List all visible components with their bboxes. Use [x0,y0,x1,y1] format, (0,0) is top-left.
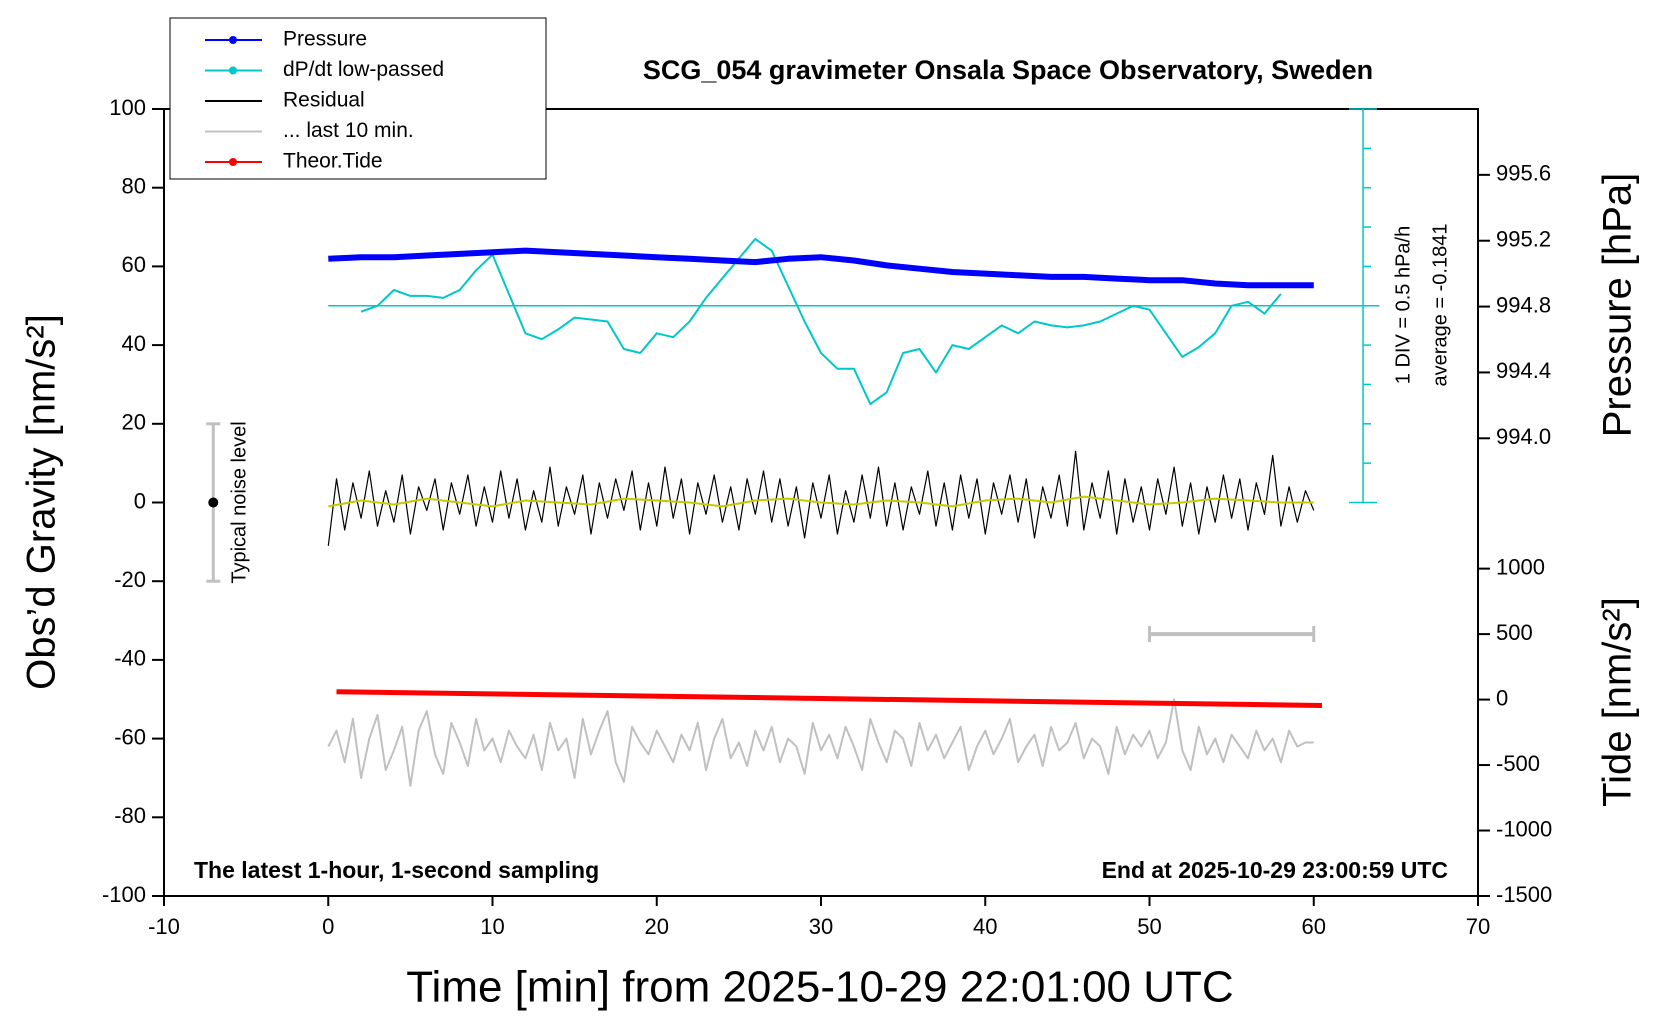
legend-box [169,17,547,180]
series-line [327,450,1315,546]
y-tick-label: 60 [122,252,146,277]
y-axis-label: Obs’d Gravity [nm/s²] [20,314,64,690]
y-tick-label: 100 [109,95,146,120]
y-tick-label: 40 [122,331,146,356]
x-tick-label: 10 [480,914,504,939]
x-tick-label: 20 [645,914,669,939]
legend-label: ... last 10 min. [283,119,414,142]
series-line [336,689,1323,708]
y-tick-label: 80 [122,174,146,199]
y2-axis-label: Pressure [hPa] [1596,173,1640,438]
x-tick-label: -10 [148,914,180,939]
series-line [327,698,1314,787]
x-tick-label: 60 [1302,914,1326,939]
series-line [328,495,1314,508]
legend-marker [229,36,237,44]
footer-left: The latest 1-hour, 1-second sampling [194,857,599,883]
footer-right: End at 2025-10-29 23:00:59 UTC [1102,857,1448,883]
legend-marker [229,66,237,75]
y3-tick-label: -1000 [1496,816,1552,841]
legend-label: Residual [283,89,365,112]
x-tick-label: 30 [809,914,833,939]
y-tick-label: -20 [114,567,146,592]
y2-tick-label: 994.0 [1496,424,1551,449]
y-tick-label: -80 [114,803,146,828]
legend-marker [229,158,237,166]
y-tick-label: 0 [134,488,146,513]
y-tick-label: -100 [102,882,146,907]
y3-tick-label: 500 [1496,620,1533,645]
legend-label: Pressure [283,28,367,51]
y3-tick-label: 0 [1496,685,1508,710]
legend-label: dP/dt low-passed [283,58,444,81]
chart-title: SCG_054 gravimeter Onsala Space Observat… [643,55,1373,85]
y2-tick-label: 994.4 [1496,358,1551,383]
series-line [360,237,1282,406]
y-tick-label: -40 [114,646,146,671]
dpdt-average-label: average = -0.1841 [1429,224,1451,387]
x-tick-label: 70 [1466,914,1490,939]
dpdt-div-label: 1 DIV = 0.5 hPa/h [1392,226,1414,384]
y2-tick-label: 994.8 [1496,292,1551,317]
noise-center [208,497,219,508]
x-axis-label: Time [min] from 2025-10-29 22:01:00 UTC [406,963,1233,1012]
y-tick-label: 20 [122,410,146,435]
y3-tick-label: -500 [1496,751,1540,776]
x-tick-label: 0 [322,914,334,939]
y-tick-label: -60 [114,724,146,749]
y3-tick-label: -1500 [1496,882,1552,907]
legend-label: Theor.Tide [283,150,383,173]
x-tick-label: 40 [973,914,997,939]
y3-axis-label: Tide [nm/s²] [1596,597,1640,807]
y2-tick-label: 995.6 [1496,161,1551,186]
series-line [328,247,1314,289]
y2-tick-label: 995.2 [1496,227,1551,252]
y3-tick-label: 1000 [1496,554,1545,579]
legend: Pressure dP/dt low-passed Residual ... last… [169,17,547,180]
x-tick-label: 50 [1137,914,1161,939]
noise-label: Typical noise level [229,421,251,583]
